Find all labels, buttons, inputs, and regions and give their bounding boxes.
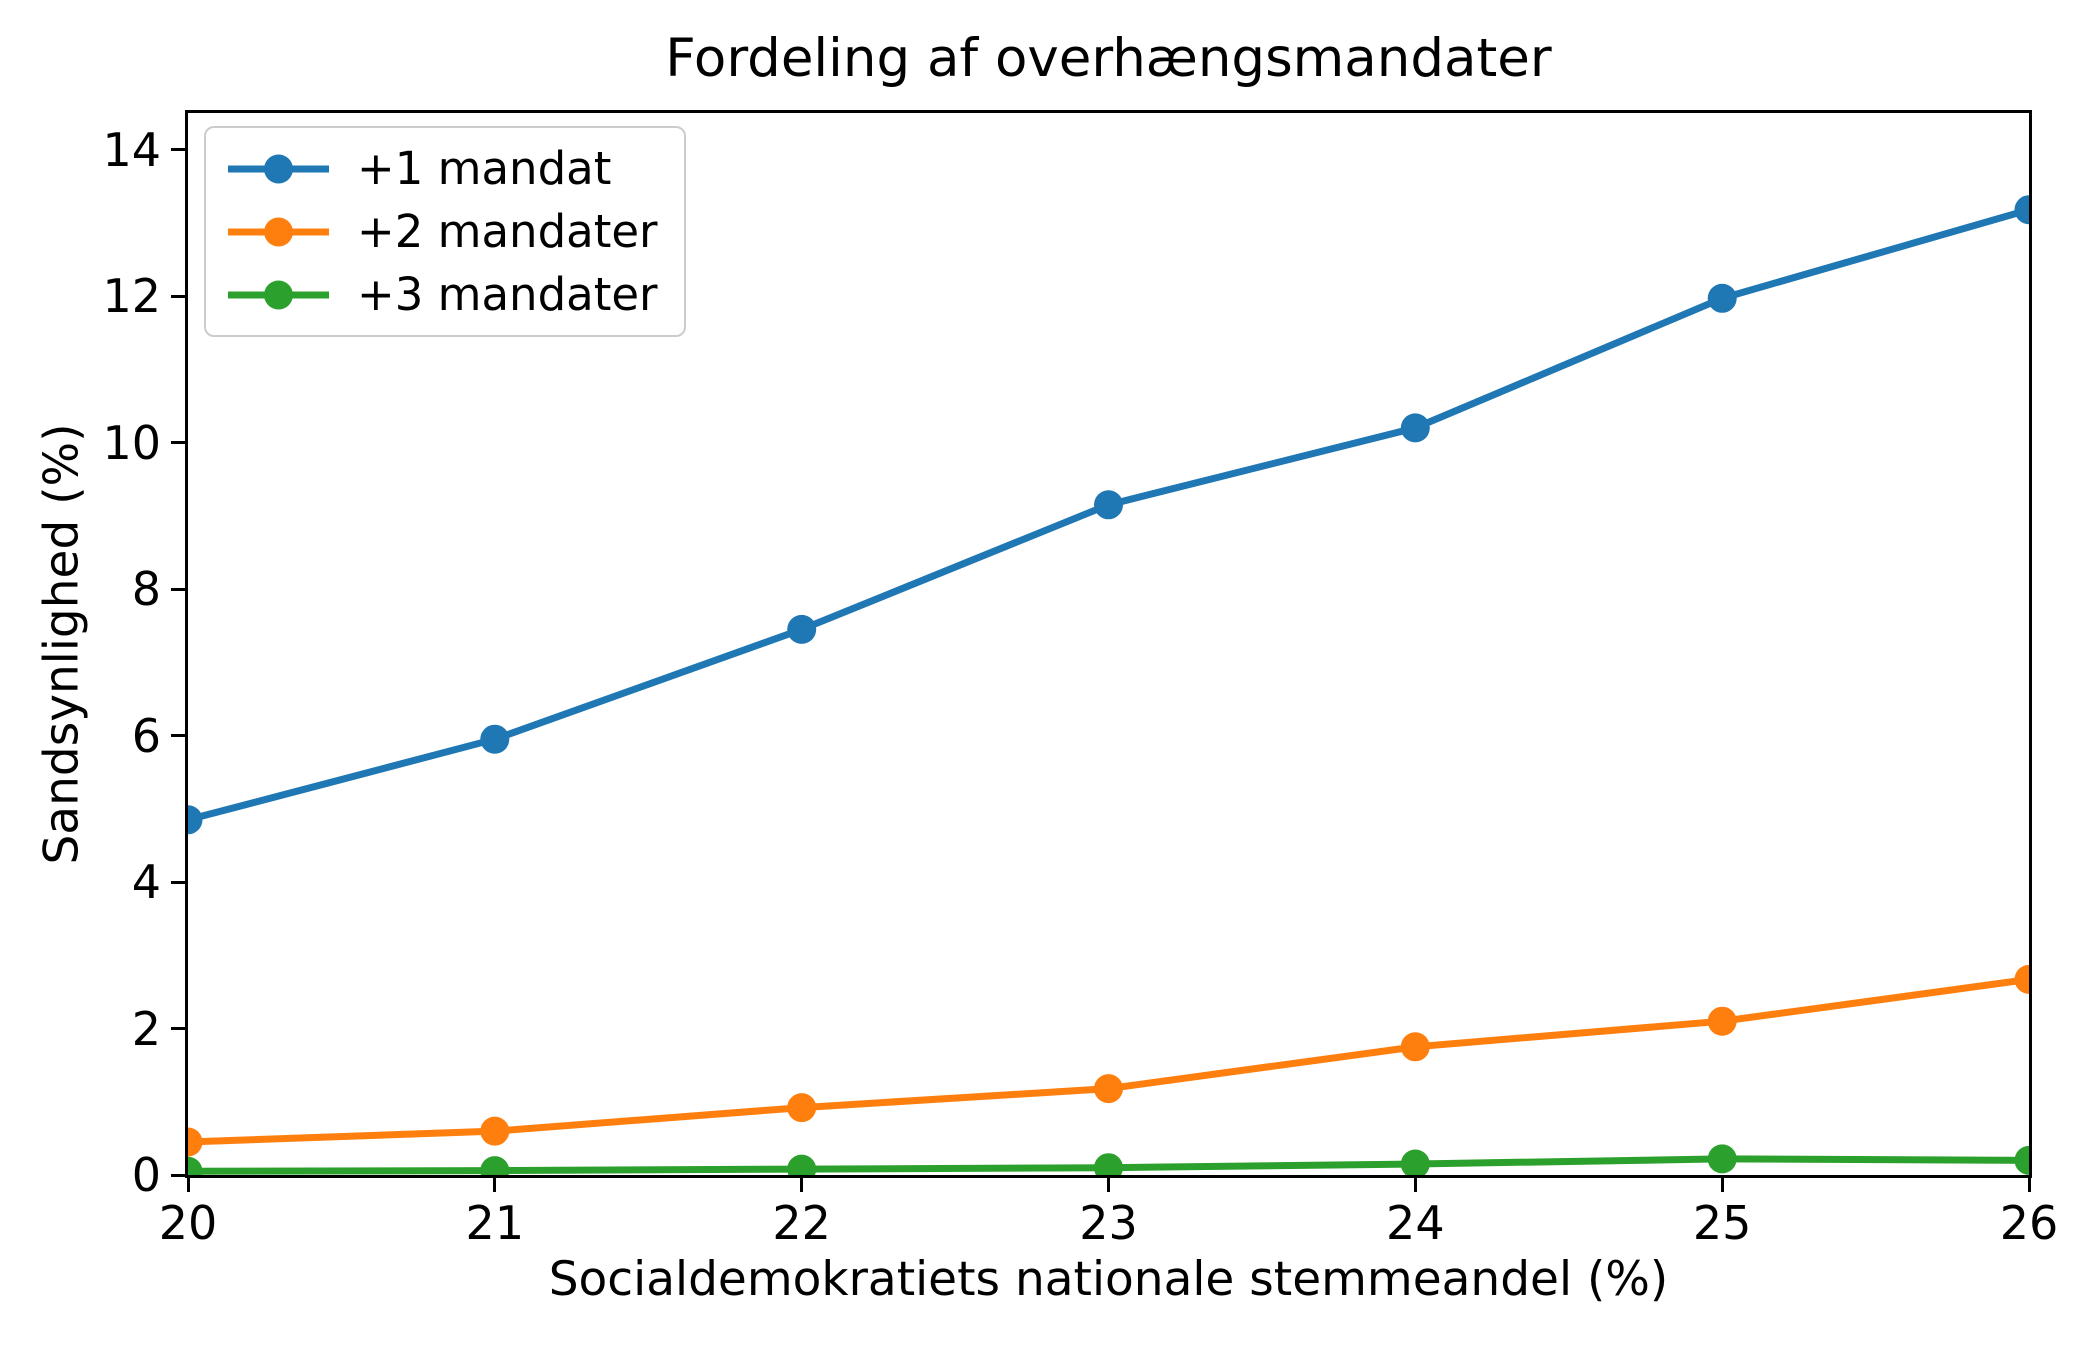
legend-item-3: +3 mandater: [226, 268, 658, 321]
data-point-marker: [1400, 1149, 1430, 1175]
x-tick-label: 24: [1386, 1196, 1445, 1250]
y-tick: [171, 880, 185, 884]
x-tick: [493, 1178, 497, 1192]
x-tick-label: 26: [1999, 1196, 2059, 1250]
data-point-marker: [787, 614, 817, 644]
data-point-marker: [188, 1156, 203, 1175]
series-line-2: [188, 975, 2029, 1146]
legend-label: +3 mandater: [357, 268, 658, 321]
data-point-marker: [787, 1093, 817, 1123]
y-tick: [171, 1173, 185, 1177]
data-point-marker: [188, 805, 203, 835]
data-point-marker: [2014, 964, 2029, 994]
y-tick: [171, 441, 185, 445]
y-tick: [171, 294, 185, 298]
legend-line-marker-icon: [228, 280, 329, 309]
legend-label: +2 mandater: [357, 205, 658, 258]
data-point-marker: [1094, 1153, 1123, 1175]
data-point-marker: [188, 1127, 203, 1157]
data-point-marker: [1400, 413, 1430, 443]
data-point-marker: [1707, 1144, 1737, 1174]
data-point-marker: [2014, 195, 2029, 225]
x-tick-label: 22: [772, 1196, 831, 1250]
x-tick: [1107, 1178, 1110, 1192]
x-axis-label: Socialdemokratiets nationale stemmeandel…: [548, 1252, 1669, 1307]
x-tick: [186, 1178, 190, 1192]
data-point-marker: [1400, 1032, 1430, 1062]
legend-item-2: +2 mandater: [226, 205, 658, 258]
y-tick: [171, 587, 185, 591]
chart-title: Fordeling af overhængsmandater: [665, 28, 1552, 89]
y-tick: [171, 1027, 185, 1031]
data-point-marker: [480, 1116, 510, 1146]
y-tick: [171, 148, 185, 152]
data-point-marker: [2014, 1145, 2029, 1175]
legend-label: +1 mandat: [357, 142, 612, 195]
legend: +1 mandat +2 mandater +3 mandater: [204, 126, 686, 337]
legend-line-marker-icon: [228, 217, 329, 246]
data-point-marker: [1094, 1074, 1123, 1104]
y-tick-label: 8: [131, 562, 161, 617]
x-tick: [1413, 1178, 1417, 1192]
data-point-marker: [1707, 1006, 1737, 1036]
x-tick: [800, 1178, 804, 1192]
y-tick-label: 14: [102, 122, 161, 177]
x-tick-label: 21: [465, 1196, 525, 1250]
y-axis-label: Sandsynlighed (%): [34, 423, 90, 865]
y-tick-label: 6: [131, 708, 161, 763]
legend-item-1: +1 mandat: [226, 142, 658, 195]
y-tick-label: 10: [102, 415, 161, 470]
data-point-marker: [1707, 283, 1737, 313]
plot-area: +1 mandat +2 mandater +3 mandater: [185, 110, 2032, 1178]
data-point-marker: [787, 1154, 817, 1175]
y-tick-label: 2: [131, 1001, 161, 1056]
x-tick: [2027, 1178, 2031, 1192]
x-tick-label: 25: [1692, 1196, 1752, 1250]
data-point-marker: [480, 1156, 510, 1175]
x-tick-label: 20: [158, 1196, 218, 1250]
y-tick-label: 0: [131, 1148, 161, 1202]
data-point-marker: [1094, 490, 1123, 520]
y-tick-label: 4: [131, 855, 161, 910]
chart-svg: [188, 195, 2029, 1175]
y-tick: [171, 734, 185, 738]
legend-line-marker-icon: [228, 154, 329, 183]
x-tick: [1720, 1178, 1724, 1192]
x-tick-label: 23: [1079, 1196, 1138, 1250]
y-tick-label: 12: [102, 269, 161, 324]
data-point-marker: [480, 724, 510, 754]
